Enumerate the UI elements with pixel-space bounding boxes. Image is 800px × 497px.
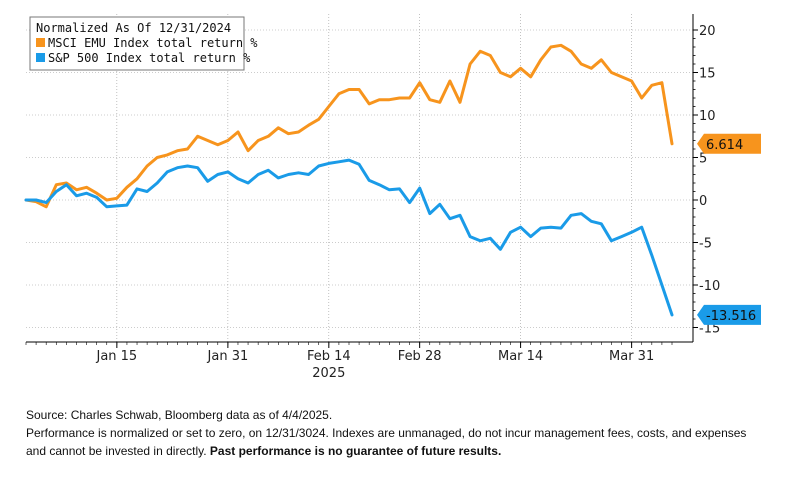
last-value-labels: 6.614 -13.516: [697, 133, 761, 325]
legend-box: [29, 16, 245, 71]
legend-label-1: MSCI EMU Index total return %: [48, 36, 258, 50]
footnotes: Source: Charles Schwab, Bloomberg data a…: [26, 406, 776, 460]
last-value-tag-bg: [697, 133, 761, 154]
legend-title: Normalized As Of 12/31/2024: [36, 21, 231, 35]
disclaimer-bold: Past performance is no guarantee of futu…: [209, 444, 502, 458]
last-value-text: 6.614: [706, 138, 743, 153]
last-value-tag-1: 6.614: [697, 133, 761, 154]
series-line-2: [24, 158, 674, 317]
y-tick-label: -15: [699, 322, 720, 337]
y-tick-label: -10: [699, 279, 720, 294]
disclaimer-line-2: and cannot be invested in directly. Past…: [26, 442, 776, 460]
chart-series: [24, 43, 674, 317]
x-axis: Jan 15 Jan 31 Feb 14 Feb 28 Mar 14 Mar 31 2025: [25, 341, 693, 381]
x-tick-label: Mar 31: [609, 349, 654, 364]
disclaimer-line: Performance is normalized or set to zero…: [26, 426, 747, 440]
x-tick-label: Feb 14: [307, 349, 351, 364]
y-tick-label: 20: [699, 24, 716, 39]
disclaimer-plain: and cannot be invested in directly.: [26, 444, 207, 458]
last-value-tag-2: -13.516: [697, 304, 761, 325]
x-year-label: 2025: [312, 366, 345, 381]
last-value-tag-bg: [697, 304, 761, 325]
y-tick-label: 15: [699, 67, 716, 82]
legend-swatch-2: [36, 53, 45, 62]
legend-label-2: S&P 500 Index total return %: [48, 51, 251, 65]
line-chart: Jan 15 Jan 31 Feb 14 Feb 28 Mar 14 Mar 31 2025…: [24, 14, 761, 381]
x-tick-label: Mar 14: [498, 349, 543, 364]
y-axis: 20 15 10 5 0 -5 -10 -15: [692, 14, 720, 342]
legend-swatch-1: [36, 38, 45, 47]
source-note: Source: Charles Schwab, Bloomberg data a…: [26, 408, 333, 422]
y-tick-label: 5: [699, 152, 707, 167]
x-tick-label: Jan 31: [207, 349, 249, 364]
x-tick-label: Feb 28: [398, 349, 442, 364]
series-line-1: [24, 43, 674, 209]
chart-grid: [26, 14, 693, 342]
y-tick-label: -5: [699, 237, 712, 252]
last-value-text: -13.516: [706, 309, 756, 324]
y-tick-label: 10: [699, 109, 716, 124]
y-tick-label: 0: [699, 194, 707, 209]
x-tick-label: Jan 15: [95, 349, 137, 364]
